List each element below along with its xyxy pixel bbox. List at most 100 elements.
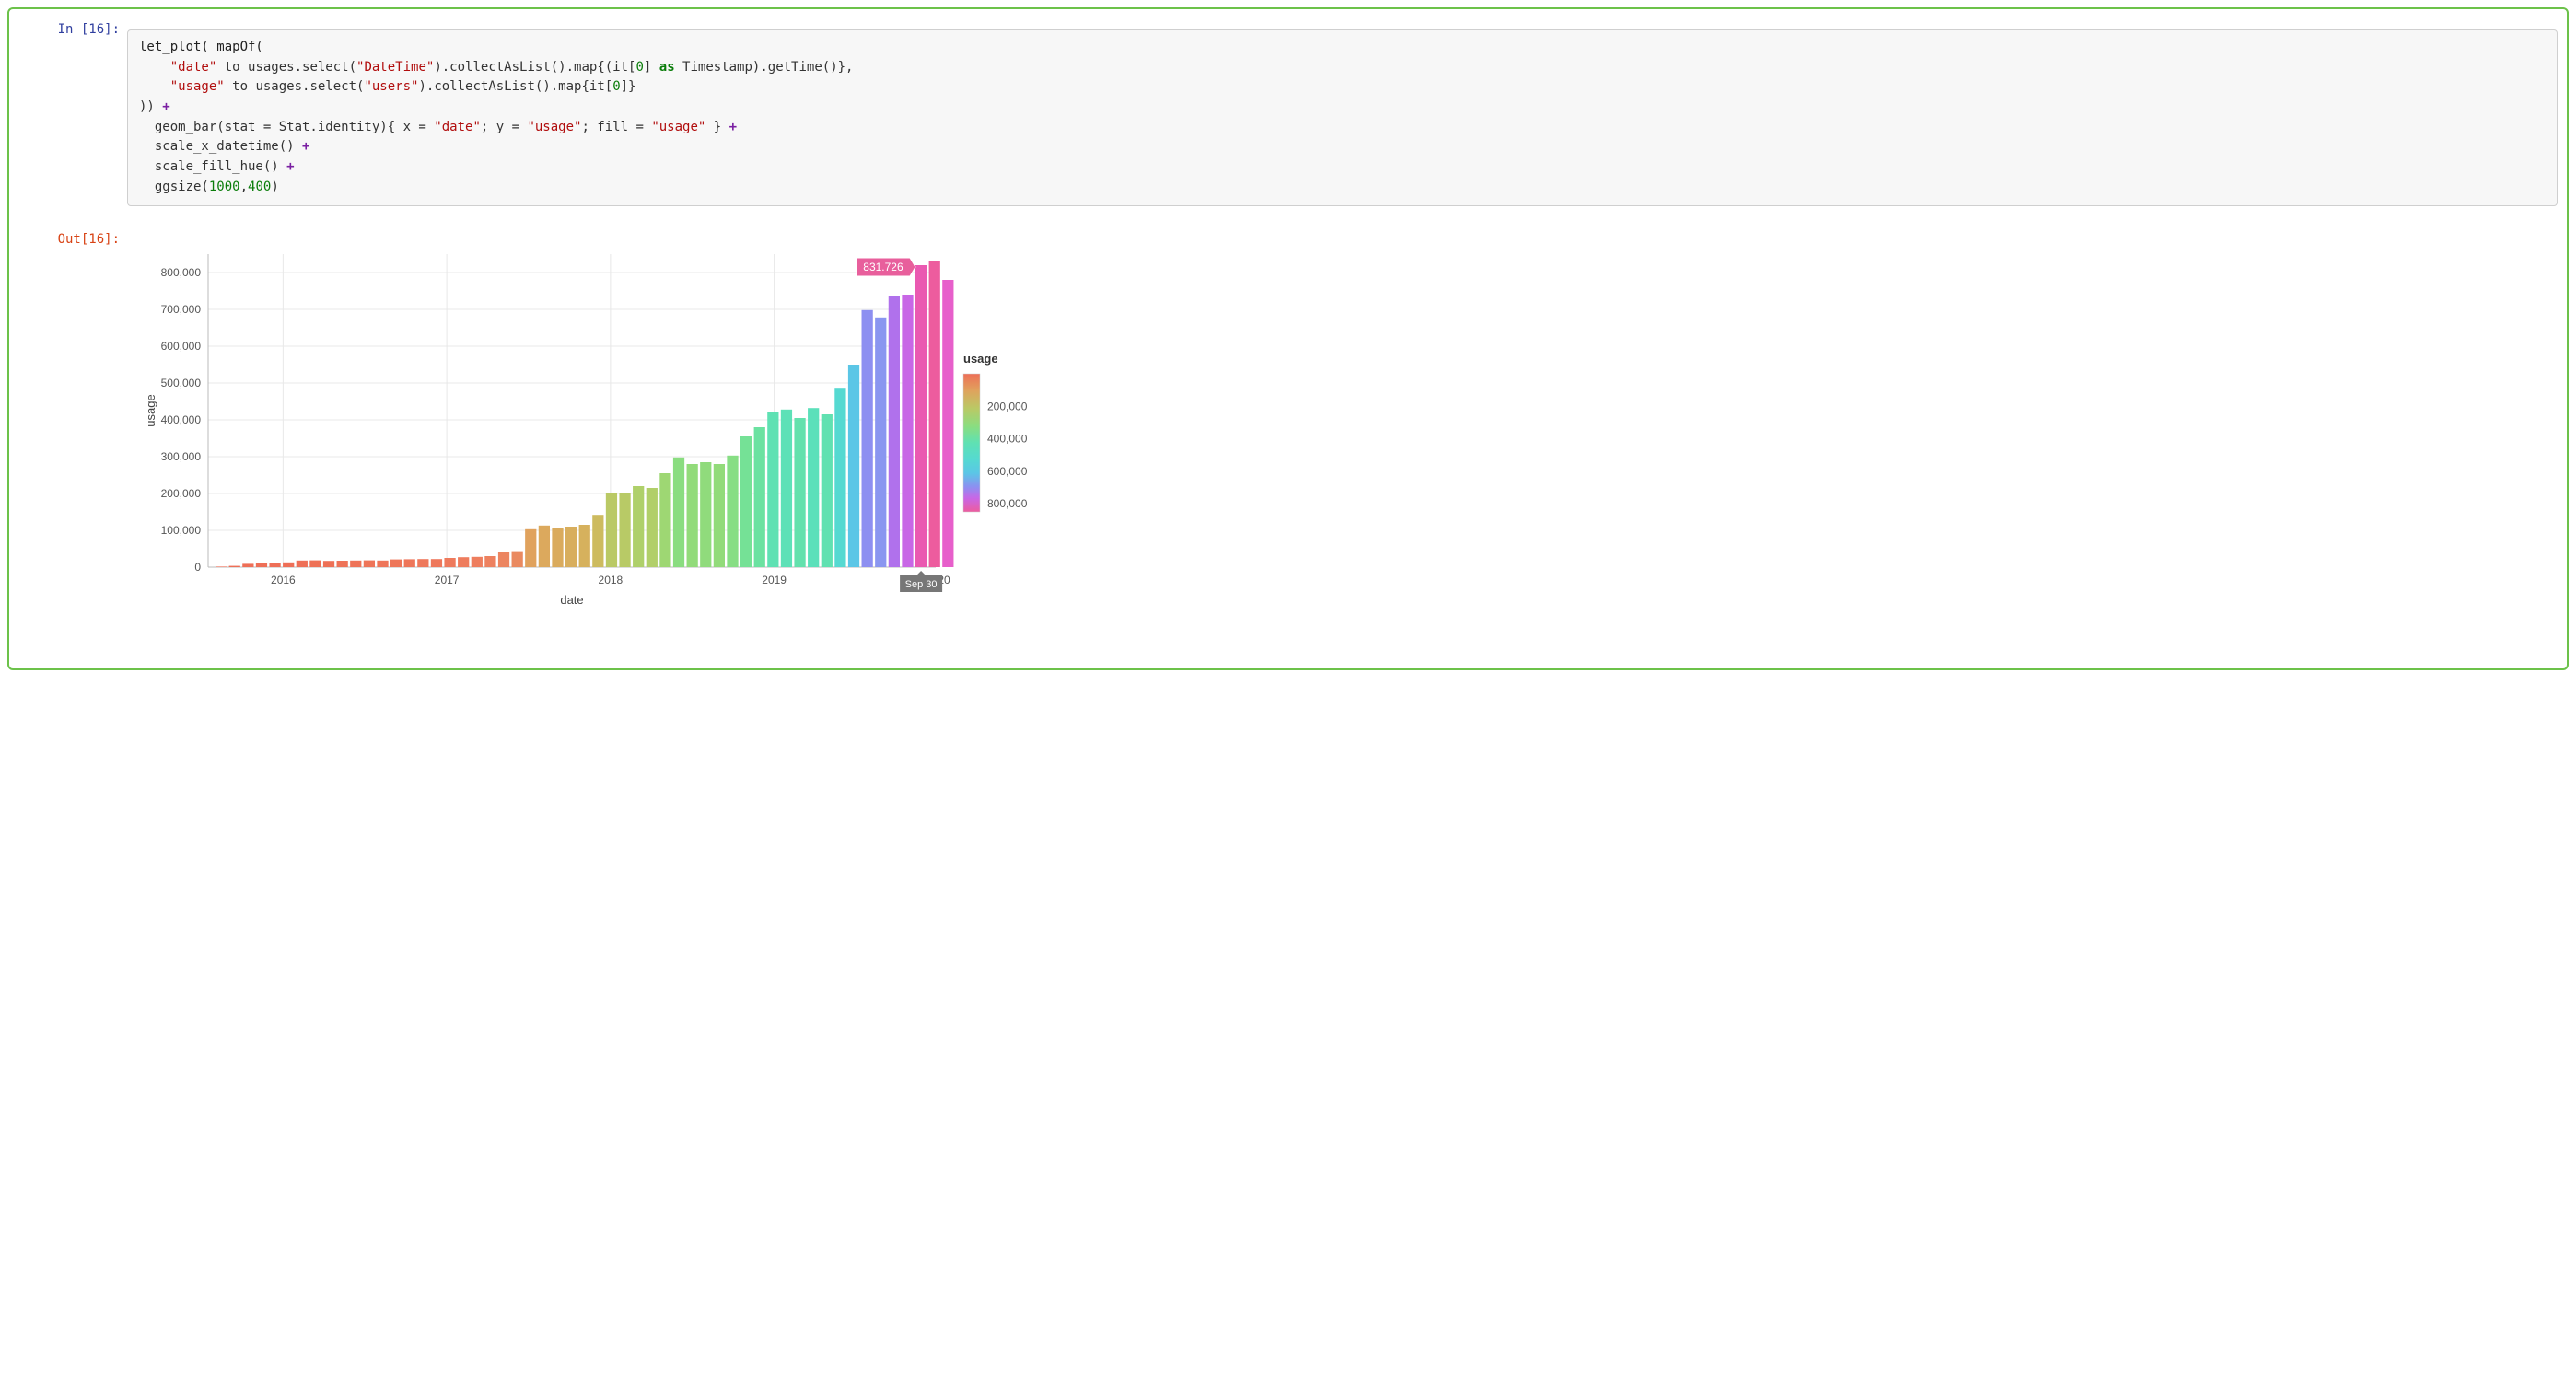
- bar[interactable]: [431, 559, 442, 567]
- bar[interactable]: [350, 560, 361, 566]
- input-prompt: In [16]:: [18, 17, 127, 37]
- bar[interactable]: [539, 525, 550, 566]
- svg-text:2019: 2019: [762, 574, 787, 586]
- bar[interactable]: [915, 265, 927, 567]
- code-operator: +: [302, 139, 309, 154]
- svg-text:0: 0: [194, 561, 201, 574]
- notebook-cell-wrapper: In [16]: let_plot( mapOf( "date" to usag…: [7, 7, 2569, 670]
- bar[interactable]: [552, 528, 563, 567]
- bar[interactable]: [673, 457, 684, 566]
- usage-bar-chart[interactable]: 0 100,000 200,000 300,000 400,000 500,000 600,…: [134, 236, 2558, 632]
- bar[interactable]: [862, 309, 873, 566]
- bar[interactable]: [834, 388, 845, 567]
- code-token: }: [705, 120, 729, 134]
- svg-text:2017: 2017: [435, 574, 460, 586]
- bar[interactable]: [297, 560, 308, 566]
- code-token: Timestamp).getTime()},: [675, 60, 854, 75]
- code-token: ,: [240, 180, 248, 194]
- code-input[interactable]: let_plot( mapOf( "date" to usages.select…: [127, 29, 2558, 206]
- code-token: to usages.select(: [216, 60, 356, 75]
- code-string: "date": [170, 60, 217, 75]
- svg-text:400,000: 400,000: [987, 432, 1028, 445]
- code-token: let_plot( mapOf(: [139, 40, 263, 54]
- bar[interactable]: [498, 552, 509, 567]
- code-token: ).collectAsList().map{it[: [418, 79, 612, 94]
- svg-text:usage: usage: [144, 394, 157, 426]
- bar[interactable]: [512, 551, 523, 566]
- bar[interactable]: [579, 525, 590, 567]
- bar[interactable]: [727, 455, 738, 566]
- code-string: "usage": [170, 79, 225, 94]
- svg-text:800,000: 800,000: [987, 497, 1028, 510]
- bar[interactable]: [472, 556, 483, 566]
- svg-text:2018: 2018: [599, 574, 624, 586]
- bar[interactable]: [216, 566, 227, 567]
- code-token: [139, 79, 170, 94]
- code-number: 400: [248, 180, 271, 194]
- bar[interactable]: [229, 565, 240, 566]
- bar[interactable]: [714, 464, 725, 567]
- bar[interactable]: [794, 418, 805, 567]
- code-operator: +: [286, 159, 294, 174]
- bar[interactable]: [269, 563, 280, 566]
- code-token: geom_bar(stat = Stat.identity){ x =: [139, 120, 434, 134]
- bar[interactable]: [364, 560, 375, 566]
- code-token: ; y =: [481, 120, 528, 134]
- bar[interactable]: [337, 561, 348, 567]
- bar[interactable]: [740, 436, 752, 567]
- code-string: "date": [434, 120, 481, 134]
- code-number: 1000: [209, 180, 240, 194]
- svg-text:200,000: 200,000: [161, 487, 202, 500]
- bar[interactable]: [619, 493, 630, 567]
- bar[interactable]: [565, 527, 577, 567]
- bar[interactable]: [633, 486, 644, 567]
- svg-text:500,000: 500,000: [161, 377, 202, 389]
- svg-text:usage: usage: [963, 352, 998, 366]
- bar[interactable]: [647, 488, 658, 567]
- code-token: ; fill =: [581, 120, 651, 134]
- svg-text:100,000: 100,000: [161, 524, 202, 537]
- bar[interactable]: [309, 560, 321, 566]
- code-operator: +: [162, 99, 169, 114]
- bar[interactable]: [417, 559, 428, 567]
- bar[interactable]: [444, 558, 455, 567]
- bar[interactable]: [848, 365, 859, 567]
- bar[interactable]: [606, 493, 617, 567]
- bar[interactable]: [390, 559, 402, 566]
- svg-text:800,000: 800,000: [161, 266, 202, 279]
- bar[interactable]: [659, 473, 670, 567]
- bar[interactable]: [256, 563, 267, 567]
- bar[interactable]: [458, 557, 469, 567]
- bar[interactable]: [484, 556, 495, 567]
- bar[interactable]: [283, 562, 294, 566]
- code-token: ): [271, 180, 278, 194]
- bar[interactable]: [525, 528, 536, 566]
- code-string: "users": [364, 79, 418, 94]
- svg-text:600,000: 600,000: [161, 340, 202, 353]
- bar[interactable]: [242, 563, 253, 567]
- bar[interactable]: [592, 515, 603, 567]
- bar[interactable]: [404, 559, 415, 567]
- code-token: scale_x_datetime(): [139, 139, 302, 154]
- bar[interactable]: [781, 409, 792, 566]
- bar[interactable]: [687, 464, 698, 567]
- bar[interactable]: [822, 414, 833, 567]
- bar[interactable]: [902, 295, 913, 567]
- code-token: ]}: [621, 79, 636, 94]
- bar[interactable]: [875, 317, 886, 566]
- bar[interactable]: [700, 462, 711, 567]
- code-operator: +: [729, 120, 737, 134]
- bar[interactable]: [808, 408, 819, 567]
- code-string: "usage": [527, 120, 581, 134]
- svg-text:300,000: 300,000: [161, 450, 202, 463]
- bar[interactable]: [929, 261, 940, 567]
- bar[interactable]: [377, 560, 388, 566]
- bar[interactable]: [754, 427, 765, 567]
- bar[interactable]: [942, 280, 953, 567]
- bar[interactable]: [889, 296, 900, 567]
- code-string: "usage": [651, 120, 705, 134]
- bar[interactable]: [767, 412, 778, 567]
- svg-text:2016: 2016: [271, 574, 296, 586]
- code-token: ]: [644, 60, 659, 75]
- bar[interactable]: [323, 561, 334, 567]
